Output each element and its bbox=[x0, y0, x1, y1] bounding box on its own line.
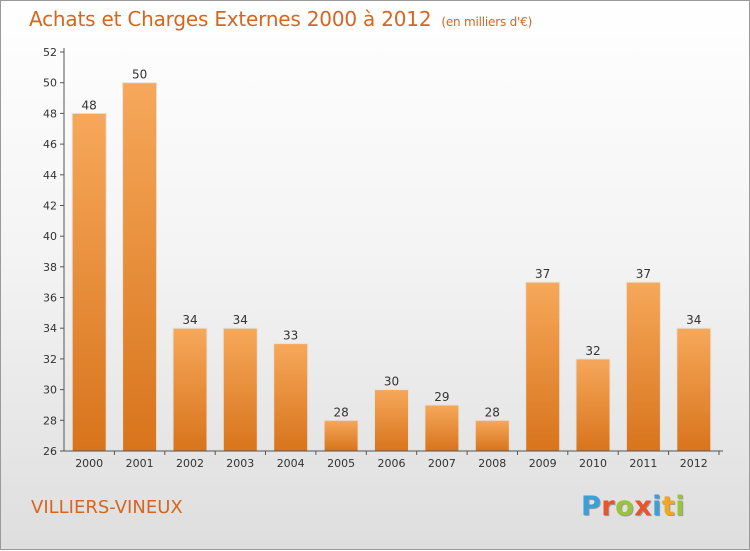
bar-2004 bbox=[273, 343, 309, 452]
x-tick-label-2010: 2010 bbox=[579, 457, 607, 470]
bar-2002 bbox=[172, 327, 208, 452]
labels-layer: 48 2000 50 2001 34 2002 34 2003 33 2004 28 2005 30 20… bbox=[43, 46, 708, 470]
bar-2005 bbox=[323, 419, 359, 452]
y-tick-label-42: 42 bbox=[43, 200, 57, 213]
bar-2006 bbox=[374, 389, 409, 452]
data-label-2001: 50 bbox=[132, 68, 147, 82]
bar-2011 bbox=[625, 281, 661, 452]
y-tick-label-38: 38 bbox=[43, 261, 57, 274]
y-tick-label-40: 40 bbox=[43, 230, 57, 243]
y-tick-label-26: 26 bbox=[43, 445, 57, 458]
data-label-2008: 28 bbox=[485, 405, 500, 419]
y-tick-label-34: 34 bbox=[43, 322, 57, 335]
x-tick-label-2006: 2006 bbox=[378, 457, 406, 470]
logo-letter: o bbox=[615, 491, 635, 522]
data-label-2007: 29 bbox=[434, 390, 449, 404]
bar-2007 bbox=[424, 404, 460, 452]
commune-name: VILLIERS-VINEUX bbox=[31, 497, 183, 518]
proxiti-logo: Proxiti bbox=[581, 491, 685, 522]
data-label-2005: 28 bbox=[333, 405, 348, 419]
bar-2012 bbox=[676, 327, 712, 452]
bar-2000 bbox=[71, 112, 107, 452]
x-tick-label-2002: 2002 bbox=[176, 457, 204, 470]
logo-letter: r bbox=[601, 491, 616, 522]
bars-layer bbox=[71, 82, 712, 452]
y-tick-label-50: 50 bbox=[43, 77, 57, 90]
data-label-2006: 30 bbox=[384, 375, 399, 389]
data-label-2011: 37 bbox=[636, 267, 651, 281]
logo-letter: x bbox=[634, 491, 653, 522]
x-tick-label-2000: 2000 bbox=[75, 457, 103, 470]
data-label-2004: 33 bbox=[283, 329, 298, 343]
y-tick-label-52: 52 bbox=[43, 46, 57, 59]
y-tick-label-30: 30 bbox=[43, 384, 57, 397]
data-label-2002: 34 bbox=[182, 313, 197, 327]
bar-2001 bbox=[122, 82, 158, 452]
bar-2010 bbox=[575, 358, 611, 452]
data-label-2010: 32 bbox=[585, 344, 600, 358]
y-tick-label-48: 48 bbox=[43, 107, 57, 120]
axis-layer bbox=[60, 48, 723, 455]
x-tick-label-2012: 2012 bbox=[680, 457, 708, 470]
x-tick-label-2009: 2009 bbox=[529, 457, 557, 470]
data-label-2000: 48 bbox=[82, 98, 97, 112]
y-tick-label-44: 44 bbox=[43, 169, 57, 182]
data-label-2003: 34 bbox=[233, 313, 248, 327]
x-tick-label-2008: 2008 bbox=[478, 457, 506, 470]
logo-letter: i bbox=[675, 491, 686, 522]
y-tick-label-46: 46 bbox=[43, 138, 57, 151]
chart-title-text: Achats et Charges Externes 2000 à 2012 bbox=[29, 7, 432, 31]
x-tick-label-2003: 2003 bbox=[226, 457, 254, 470]
x-tick-label-2004: 2004 bbox=[277, 457, 305, 470]
x-tick-label-2007: 2007 bbox=[428, 457, 456, 470]
chart-subtitle: (en milliers d'€) bbox=[441, 15, 533, 29]
data-label-2009: 37 bbox=[535, 267, 550, 281]
x-tick-label-2001: 2001 bbox=[126, 457, 154, 470]
logo-letter: t bbox=[661, 491, 676, 522]
bar-2003 bbox=[222, 327, 258, 452]
chart-title: Achats et Charges Externes 2000 à 2012 (e… bbox=[29, 7, 532, 31]
bar-2009 bbox=[525, 281, 561, 452]
x-tick-label-2011: 2011 bbox=[629, 457, 657, 470]
logo-letter: i bbox=[652, 491, 662, 522]
x-tick-label-2005: 2005 bbox=[327, 457, 355, 470]
y-tick-label-36: 36 bbox=[43, 292, 57, 305]
logo-letter: P bbox=[581, 491, 602, 522]
y-tick-label-28: 28 bbox=[43, 414, 57, 427]
data-label-2012: 34 bbox=[686, 313, 701, 327]
y-tick-label-32: 32 bbox=[43, 353, 57, 366]
bar-2008 bbox=[474, 419, 510, 452]
